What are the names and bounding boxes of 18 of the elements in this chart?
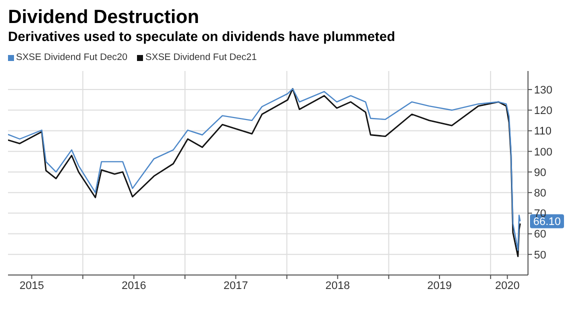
y-tick-label: 110 [534,126,552,138]
x-tick-label: 2015 [19,280,44,292]
y-tick-label: 100 [534,146,552,158]
legend-label: SXSE Dividend Fut Dec20 [15,52,128,63]
x-tick-label: 2017 [224,280,248,292]
chart-title: Dividend Destruction [8,7,200,28]
chart-subtitle: Derivatives used to speculate on dividends have plummeted [8,28,396,46]
y-tick-label: 90 [534,166,546,179]
legend-label: SXSE Dividend Fut Dec21 [144,52,257,63]
x-tick-label: 2018 [325,280,350,292]
y-tick-label: 130 [534,84,552,96]
x-tick-label: 2020 [495,280,520,292]
y-tick-label: 80 [534,187,546,200]
x-tick-label: 2019 [427,280,452,292]
y-tick-label: 50 [534,249,546,262]
y-tick-label: 60 [534,228,546,241]
y-tick-label: 120 [534,105,552,118]
x-tick-label: 2016 [122,280,146,292]
